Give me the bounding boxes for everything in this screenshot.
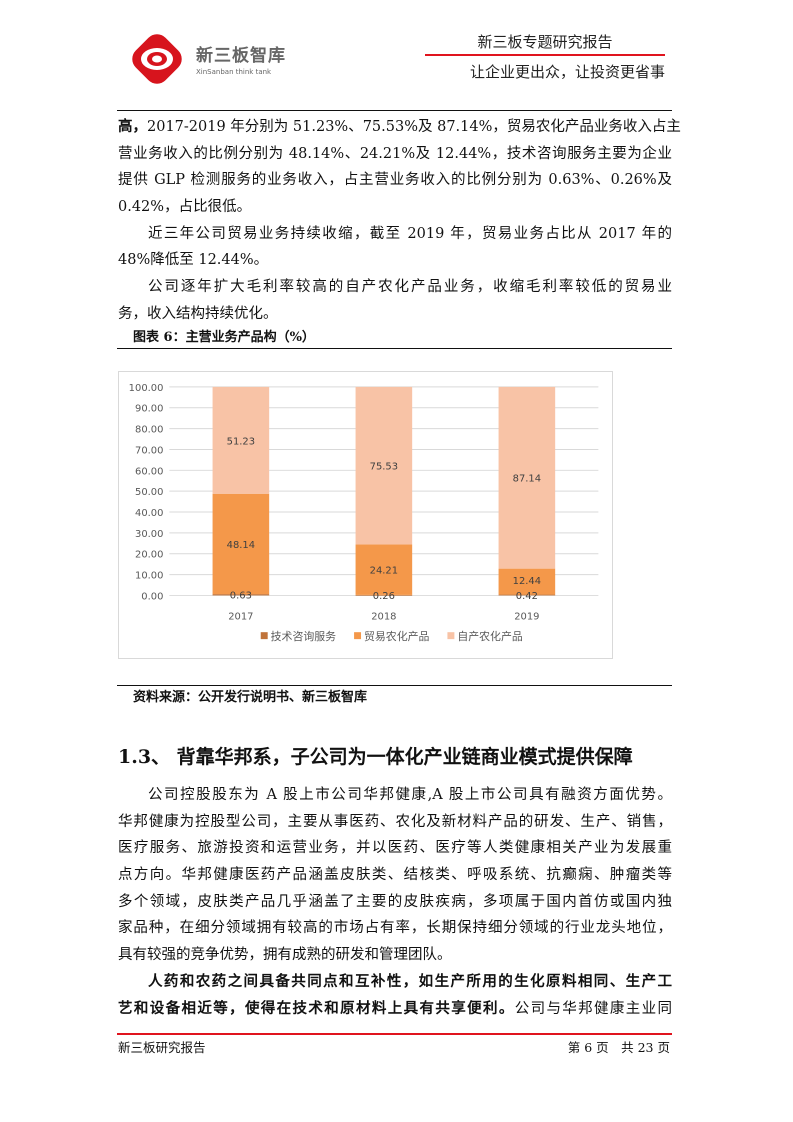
- bar-segment: [212, 386, 270, 494]
- y-tick-label: 50.00: [135, 487, 163, 498]
- bar-segment: [355, 544, 413, 595]
- paragraph-line: 高，2017-2019 年分别为 51.23%、75.53%及 87.14%，贸…: [118, 118, 681, 135]
- footer-divider: [117, 1033, 672, 1035]
- legend-label: 技术咨询服务: [271, 629, 337, 643]
- data-label: 0.26: [373, 591, 395, 602]
- paragraph-line: 人药和农药之间具备共同点和互补性，如生产所用的生化原料相同、生产工: [148, 972, 672, 990]
- paragraph-line: 营业务收入的比例分别为 48.14%、24.21%及 12.44%，技术咨询服务…: [118, 145, 672, 162]
- paragraph-line: 0.42%，占比很低。: [118, 199, 252, 216]
- logo-subtext: XinSanban think tank: [196, 68, 272, 76]
- x-tick-label: 2017: [228, 611, 253, 622]
- data-label: 48.14: [227, 540, 255, 551]
- paragraph-line: 家品种，在细分领域拥有较高的市场占有率，长期保持细分领域的行业龙头地位，: [118, 920, 672, 937]
- y-tick-label: 70.00: [135, 445, 163, 456]
- bar-segment: [355, 386, 413, 545]
- bar-segment: [212, 594, 270, 596]
- y-tick-label: 90.00: [135, 404, 163, 415]
- stacked-bar-chart: 0.00 10.00 20.00 30.00 40.00 50.00 60.00 70.00 8…: [118, 371, 613, 659]
- x-tick-label: 2018: [371, 611, 396, 622]
- legend-swatch: [447, 632, 455, 640]
- bar-segment: [498, 386, 556, 569]
- xinsanban-logo: [132, 34, 182, 84]
- x-tick-label: 2019: [514, 611, 539, 622]
- paragraph-line: 华邦健康为控股型公司，主要从事医药、农化及新材料产品的研发、生产、销售，: [118, 813, 672, 830]
- y-tick-label: 0.00: [141, 591, 163, 602]
- data-label: 0.42: [516, 591, 538, 602]
- header-divider: [117, 110, 672, 111]
- data-label: 87.14: [513, 474, 541, 485]
- page-number: 第 6 页 共 23 页: [567, 1040, 670, 1055]
- report-type: 新三板专题研究报告: [477, 33, 613, 51]
- paragraph-line: 具有较强的竞争优势，拥有成熟的研发和管理团队。: [118, 947, 452, 964]
- y-tick-label: 100.00: [129, 383, 164, 394]
- bar-segment: [498, 568, 556, 595]
- body-text-top: 高，2017-2019 年分别为 51.23%、75.53%及 87.14%，贸…: [118, 114, 681, 328]
- bar-segment: [212, 493, 270, 595]
- legend-label: 贸易农化产品: [364, 629, 430, 643]
- paragraph-line: 48%降低至 12.44%。: [118, 252, 269, 269]
- paragraph-line: 公司控股股东为 A 股上市公司华邦健康,A 股上市公司具有融资方面优势。: [148, 787, 672, 803]
- legend-swatch: [354, 632, 362, 640]
- data-label: 24.21: [370, 566, 398, 577]
- header-red-divider: [425, 54, 665, 56]
- paragraph-line: 近三年公司贸易业务持续收缩，截至 2019 年，贸易业务占比从 2017 年的: [148, 225, 672, 242]
- legend-swatch: [260, 632, 268, 640]
- source-divider: [117, 685, 672, 686]
- paragraph-line: 提供 GLP 检测服务的业务收入，占主营业务收入的比例分别为 0.63%、0.2…: [118, 172, 672, 189]
- paragraph-line: 务，收入结构持续优化。: [118, 305, 278, 322]
- paragraph-line: 多个领域，皮肤类产品几乎涵盖了主要的皮肤疾病，多项属于国内首仿或国内独: [118, 893, 672, 910]
- paragraph-line: 公司逐年扩大毛利率较高的自产农化产品业务，收缩毛利率较低的贸易业: [148, 279, 672, 296]
- figure-caption: 图表 6：主营业务产品构（%）: [133, 330, 315, 345]
- footer-title: 新三板研究报告: [118, 1040, 206, 1055]
- legend-label: 自产农化产品: [457, 629, 523, 643]
- slogan: 让企业更出众，让投资更省事: [469, 63, 665, 81]
- data-label: 75.53: [370, 462, 398, 473]
- paragraph-line: 艺和设备相近等，使得在技术和原材料上具有共享便利。公司与华邦健康主业同: [118, 999, 673, 1017]
- caption-divider: [117, 348, 672, 349]
- logo-text: 新三板智库: [196, 46, 286, 66]
- paragraph-line: 点方向。华邦健康医药产品涵盖皮肤类、结核类、呼吸系统、抗癫痫、肿瘤类等: [118, 867, 672, 884]
- bar-segment: [498, 594, 556, 596]
- body-text-bottom: 公司控股股东为 A 股上市公司华邦健康,A 股上市公司具有融资方面优势。 华邦健…: [118, 782, 672, 1022]
- y-tick-label: 60.00: [135, 466, 163, 477]
- bar-segment: [355, 594, 413, 596]
- y-tick-label: 40.00: [135, 508, 163, 519]
- paragraph-line: 医疗服务、旅游投资和运营业务，并以医药、医疗等人类健康相关产业为发展重: [118, 840, 672, 857]
- data-label: 12.44: [513, 576, 541, 587]
- data-label: 0.63: [230, 591, 252, 602]
- source-note: 资料来源：公开发行说明书、新三板智库: [133, 690, 368, 705]
- section-heading: 1.3、 背靠华邦系，子公司为一体化产业链商业模式提供保障: [118, 746, 633, 768]
- y-tick-label: 80.00: [135, 425, 163, 436]
- data-label: 51.23: [227, 436, 255, 447]
- y-tick-label: 30.00: [135, 529, 163, 540]
- y-tick-label: 20.00: [135, 550, 163, 561]
- y-tick-label: 10.00: [135, 571, 163, 582]
